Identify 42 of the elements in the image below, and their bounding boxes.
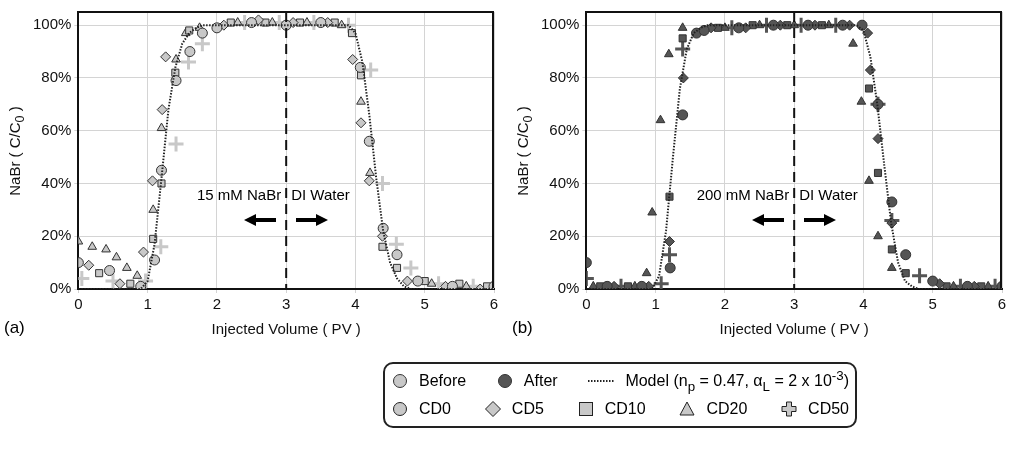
x-tick-label: 4 xyxy=(351,295,360,313)
x-tick-label: 1 xyxy=(143,295,152,313)
y-tick-label: 40% xyxy=(41,173,72,191)
y-tick-label: 20% xyxy=(41,226,72,244)
y-tick-label: 60% xyxy=(549,120,580,138)
x-tick-label: 0 xyxy=(74,295,83,313)
annotation: DI Water xyxy=(291,185,350,203)
x-tick-label: 2 xyxy=(212,295,222,313)
x-tick-label: 3 xyxy=(790,295,799,313)
legend-label: CD20 xyxy=(706,400,748,418)
y-tick-label: 80% xyxy=(41,68,72,86)
x-tick-label: 6 xyxy=(997,295,1007,313)
y-tick-label: 100% xyxy=(32,15,72,33)
x-axis-title: Injected Volume ( PV ) xyxy=(211,320,361,338)
text: (b) xyxy=(512,318,533,338)
y-tick-label: 0% xyxy=(49,279,72,297)
legend-label: CD50 xyxy=(808,400,849,418)
legend-label: CD0 xyxy=(419,400,452,418)
legend-label: CD10 xyxy=(604,400,646,418)
annotation: 15 mM NaBr xyxy=(197,185,282,203)
x-tick-label: 4 xyxy=(859,295,868,313)
x-tick-label: 1 xyxy=(651,295,660,313)
x-tick-label: 6 xyxy=(489,295,499,313)
x-tick-label: 5 xyxy=(420,295,429,313)
x-tick-label: 0 xyxy=(582,295,591,313)
x-tick-label: 2 xyxy=(720,295,730,313)
x-tick-label: 5 xyxy=(928,295,937,313)
y-tick-label: 40% xyxy=(549,173,580,191)
legend-title: Before xyxy=(419,372,467,390)
text: (a) xyxy=(4,318,25,338)
legend-title: After xyxy=(523,372,558,390)
annotation: 200 mM NaBr xyxy=(696,185,790,203)
x-tick-label: 3 xyxy=(282,295,291,313)
x-axis-title: Injected Volume ( PV ) xyxy=(719,320,869,338)
annotation: DI Water xyxy=(799,185,858,203)
y-tick-label: 100% xyxy=(540,15,580,33)
y-tick-label: 80% xyxy=(549,68,580,86)
y-tick-label: 0% xyxy=(557,279,580,297)
y-tick-label: 20% xyxy=(549,226,580,244)
legend-label: CD5 xyxy=(511,400,544,418)
legend-label: Model (n$_{p}$ = 0.47, α$_{L}$ = 2 x 10$^{-3}$) xyxy=(625,368,849,394)
y-tick-label: 60% xyxy=(41,120,72,138)
